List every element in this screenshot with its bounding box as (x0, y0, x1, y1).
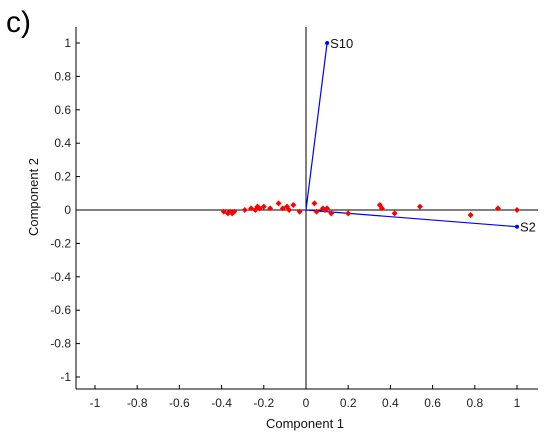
data-point (231, 208, 238, 215)
data-point (267, 205, 274, 212)
data-point (286, 207, 293, 213)
y-tick-label: -1 (60, 370, 71, 384)
data-point (416, 203, 423, 210)
data-point (290, 201, 297, 208)
x-tick-label: 0.8 (466, 396, 483, 410)
data-point (391, 210, 398, 217)
axes-layer: -1 -0.8 -0.6 -0.4 -0.2 0 0.2 0.4 0.6 0.8 1 -1 -0.8 -0… (50, 27, 538, 410)
x-tick-label: 1 (514, 396, 521, 410)
vector-tip-s2 (515, 224, 519, 229)
y-tick-label: 0.2 (54, 170, 71, 184)
y-tick-label: 0.8 (54, 69, 71, 83)
x-tick-label: -0.2 (253, 396, 274, 410)
x-tick-label: -1 (90, 396, 101, 410)
y-tick-label: 0.6 (54, 103, 71, 117)
x-tick-label: 0.6 (424, 396, 441, 410)
x-tick-label: -0.8 (127, 396, 148, 410)
vector-line-s10 (305, 42, 328, 211)
data-point (311, 200, 318, 207)
vector-label-s10: S10 (330, 36, 353, 51)
x-tick-label: 0.4 (382, 396, 399, 410)
data-point (260, 203, 267, 210)
y-axis-label: Component 2 (26, 158, 41, 236)
x-axis-label: Component 1 (266, 416, 344, 431)
plot-area (76, 27, 538, 389)
vector-label-s2: S2 (520, 220, 536, 235)
vector-tip-s10 (325, 41, 330, 45)
y-tick-label: -0.4 (50, 270, 71, 284)
x-tick-label: 0 (303, 396, 310, 410)
data-point (345, 210, 352, 217)
y-tick-label: -0.6 (50, 303, 71, 317)
y-tick-label: -0.2 (50, 236, 71, 250)
data-point (328, 210, 335, 217)
y-tick-label: 0 (64, 203, 71, 217)
data-point (467, 212, 474, 219)
panel-label: c) (6, 6, 31, 39)
x-tick-label: -0.6 (169, 396, 190, 410)
point-layer (220, 200, 520, 219)
data-point (296, 208, 303, 215)
x-tick-label: 0.2 (340, 396, 357, 410)
data-point (275, 200, 282, 207)
data-point (378, 205, 385, 212)
y-tick-label: 0.4 (54, 136, 71, 150)
data-point (495, 205, 502, 212)
data-point (241, 207, 248, 213)
vector-line-s2 (305, 209, 518, 228)
x-tick-label: -0.4 (211, 396, 232, 410)
data-point (313, 208, 320, 215)
data-point (324, 205, 331, 212)
y-tick-label: 1 (64, 36, 71, 50)
vector-layer: S10 S2 (305, 36, 536, 235)
data-point (514, 207, 520, 213)
y-tick-label: -0.8 (50, 337, 71, 351)
